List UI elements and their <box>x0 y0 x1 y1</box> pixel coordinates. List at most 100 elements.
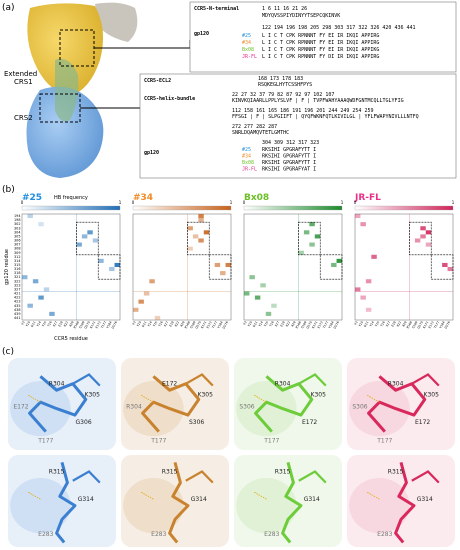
y-tick-label: 305 <box>14 234 20 238</box>
stick <box>185 373 214 387</box>
heatmap-frame <box>21 213 121 321</box>
seq-numbers: 272 277 282 287 <box>232 124 277 130</box>
y-tick-label: 438 <box>14 308 20 312</box>
x-tick-label: D276 <box>333 320 341 329</box>
heatmap-cell <box>198 214 204 219</box>
residue-label: E172 <box>415 419 430 426</box>
stick <box>411 373 440 387</box>
x-tick-label: S169 <box>78 320 85 329</box>
x-tick-label: Y3 <box>242 320 247 325</box>
colorbar <box>132 205 232 211</box>
residue-label: G314 <box>417 496 433 503</box>
heatmap-cell <box>244 291 250 296</box>
sequence: MDYQVSSPIYDINYYTSEPCQKINVK <box>262 13 340 19</box>
heatmap-cell <box>92 238 99 243</box>
ribbon <box>349 478 410 534</box>
y-tick-label: 435 <box>14 304 20 308</box>
seq-name: JR-FL <box>242 54 257 60</box>
colorbar <box>21 205 121 211</box>
seq-name: Bx08 <box>242 47 254 53</box>
colorbar-tick: 1 <box>119 200 122 205</box>
y-axis-label: gp120 residue <box>4 249 10 285</box>
y-tick-label: 198 <box>14 218 20 222</box>
legend-title: HB frequency <box>54 195 88 201</box>
stick <box>298 470 327 484</box>
x-tick-label: R168 <box>73 320 80 329</box>
x-tick-label: Q170 <box>305 320 313 329</box>
x-tick-label: E18 <box>390 320 396 327</box>
dashed-box <box>319 254 343 280</box>
x-tick-label: Y10 <box>25 320 31 327</box>
dashed-box <box>409 221 432 256</box>
x-tick-label: Q170 <box>83 320 91 329</box>
residue-label: G314 <box>78 496 94 503</box>
residue-label: R315 <box>162 468 178 475</box>
panel-label: (b) <box>2 185 15 195</box>
heatmap-cell <box>187 226 193 231</box>
seq-name: JR-FL <box>242 167 257 173</box>
dashed-box <box>208 254 232 280</box>
residue-label: G306 <box>76 419 92 426</box>
x-tick-label: T177 <box>100 320 108 329</box>
ribbon <box>123 381 184 437</box>
heatmap-cell <box>298 250 304 255</box>
seq-numbers: 22 27 32 37 79 82 87 92 97 102 107 <box>232 92 334 98</box>
heatmap-cell <box>420 234 426 239</box>
y-tick-label: 423 <box>14 300 20 304</box>
heatmap-cell <box>371 254 377 259</box>
x-tick-label: T16 <box>46 320 53 328</box>
stick <box>141 375 201 433</box>
stick <box>28 375 88 433</box>
residue-label: R304 <box>388 381 404 388</box>
colorbar-tick: 1 <box>230 200 233 205</box>
sequence-box <box>189 1 457 73</box>
colorbar <box>354 205 454 211</box>
heatmap-cell <box>365 279 372 284</box>
sequence: RKSIHI GPGRAFYTT I <box>262 160 316 166</box>
residue-label: R315 <box>275 468 291 475</box>
y-tick-label: 316 <box>14 267 20 271</box>
residue-label: E283 <box>264 531 279 538</box>
y-tick-label: 323 <box>14 283 20 287</box>
stick <box>55 461 77 544</box>
residue-label: E172 <box>162 381 177 388</box>
x-tick-label: D276 <box>222 320 230 329</box>
x-tick-label: T16 <box>157 320 164 328</box>
residue-label: E283 <box>151 531 166 538</box>
residue-label: K305 <box>85 392 101 399</box>
y-tick-label: 304 <box>14 230 20 234</box>
heatmap-cell <box>192 234 199 239</box>
stick <box>168 461 190 544</box>
y-tick-label: 315 <box>14 263 20 267</box>
heatmap-cell <box>27 303 33 308</box>
x-tick-label: S169 <box>300 320 307 329</box>
ribbon <box>236 381 297 437</box>
seq-name: #25 <box>242 147 251 153</box>
sequence: RKSIHI GPGRAFYTT I <box>262 147 316 153</box>
x-tick-label: Q170 <box>194 320 202 329</box>
stick <box>72 373 101 387</box>
x-tick-label: Y10 <box>247 320 253 327</box>
residue-label: K305 <box>311 392 327 399</box>
stick <box>185 470 214 484</box>
heatmap-cell <box>365 307 372 312</box>
colorbar-tick: 0 <box>21 200 24 205</box>
seq-title: gp120 <box>194 31 209 37</box>
x-tick-label: T16 <box>379 320 386 328</box>
heatmap-cell <box>81 234 88 239</box>
y-tick-label: 312 <box>14 255 20 259</box>
x-tick-label: K26 <box>179 320 185 327</box>
colorbar-tick: 0 <box>132 200 135 205</box>
heatmap-cell <box>109 267 115 272</box>
x-tick-label: Y184 <box>216 320 223 329</box>
y-tick-label: 303 <box>14 226 20 230</box>
heatmap-cell <box>336 258 342 263</box>
heatmap-cell <box>149 279 155 284</box>
x-tick-label: K22 <box>396 320 402 327</box>
x-tick-label: R168 <box>406 320 413 329</box>
y-tick-label: 307 <box>14 243 20 247</box>
y-tick-label: 194 <box>14 214 20 218</box>
x-tick-label: D11 <box>141 320 148 327</box>
residue-label: E172 <box>302 419 317 426</box>
